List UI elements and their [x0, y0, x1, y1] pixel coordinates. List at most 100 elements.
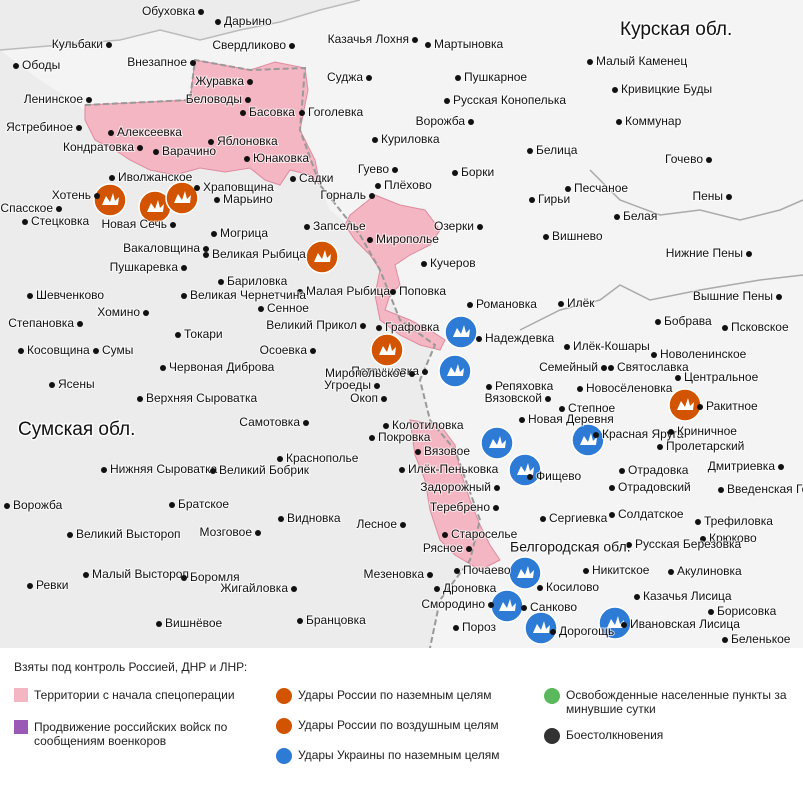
place-label: Новая Деревня [528, 412, 614, 426]
place-dot [412, 37, 418, 43]
place-dot [422, 369, 428, 375]
place-label: Жигайловка [220, 581, 288, 595]
place-dot [612, 87, 618, 93]
place-dot [108, 130, 114, 136]
place-dot [381, 396, 387, 402]
place-dot [376, 325, 382, 331]
place-label: Вязовое [424, 444, 470, 458]
place-dot [372, 137, 378, 143]
place-label: Ястребиное [6, 120, 73, 134]
place-label: Мартыновка [434, 37, 504, 51]
place-label: Плёхово [384, 178, 432, 192]
legend-swatch [14, 688, 28, 702]
place-label: Сенное [267, 301, 309, 315]
strike-icon [165, 181, 199, 215]
place-label: Вышние Пены [693, 289, 773, 303]
place-dot [467, 302, 473, 308]
place-dot [708, 609, 714, 615]
place-dot [415, 449, 421, 455]
place-dot [137, 396, 143, 402]
place-label: Косовщина [27, 343, 90, 357]
place-label: Центральное [684, 370, 759, 384]
place-dot [442, 532, 448, 538]
place-label: Борки [461, 165, 494, 179]
strike-burst [102, 193, 119, 205]
place-label: Гуево [358, 162, 389, 176]
border [0, 0, 361, 51]
place-dot [486, 384, 492, 390]
place-dot [621, 622, 627, 628]
place-label: Сергиевка [549, 511, 608, 525]
place-dot [776, 294, 782, 300]
place-label: Храповщина [203, 180, 274, 194]
place-label: Кучеров [430, 256, 476, 270]
place-label: Солдатское [618, 507, 684, 521]
place-label: Рясное [423, 541, 463, 555]
strike-burst [580, 433, 597, 445]
legend-title-text: Взяты под контроль Россией, ДНР и ЛНР: [14, 660, 248, 674]
place-dot [203, 246, 209, 252]
russia-area [0, 0, 803, 648]
strike-burst [489, 436, 506, 448]
place-label: Никитское [592, 563, 650, 577]
place-label: Криничное [677, 424, 737, 438]
places: Обуховка Дарьино Свердликово Кульбаки Внезап… [0, 3, 803, 647]
place-dot [577, 386, 583, 392]
place-label: Яблоновка [217, 134, 278, 148]
controlled-territory [84, 59, 321, 187]
place-label: Журавка [195, 74, 244, 88]
strike-icon [668, 388, 702, 422]
place-dot [529, 197, 535, 203]
place-dot [27, 583, 33, 589]
place-label: Косилово [546, 580, 599, 594]
place-dot [215, 19, 221, 25]
place-label: Борисовка [717, 604, 777, 618]
place-dot [519, 417, 525, 423]
place-label: Белая [623, 209, 657, 223]
place-label: Мезеновка [364, 567, 425, 581]
place-label: Внезапное [127, 55, 187, 69]
place-label: Великий Прикол [266, 318, 357, 332]
place-label: Стецковка [31, 214, 90, 228]
place-dot [494, 485, 500, 491]
place-dot [106, 42, 112, 48]
place-label: Верхняя Сыроватка [146, 391, 257, 405]
place-label: Червоная Диброва [169, 360, 275, 374]
place-dot [240, 110, 246, 116]
place-label: Ворожба [416, 114, 466, 128]
place-dot [452, 170, 458, 176]
place-label: Ворожба [13, 498, 63, 512]
region-label: Белгородская обл. [510, 539, 631, 555]
place-dot [27, 293, 33, 299]
strike-burst [517, 463, 534, 475]
place-dot [668, 429, 674, 435]
strike-icon [508, 556, 542, 590]
place-dot [160, 365, 166, 371]
place-dot [369, 193, 375, 199]
legend-text: Удары России по наземным целям [298, 688, 492, 702]
place-dot [360, 323, 366, 329]
place-label: Великий Выстороп [76, 527, 180, 541]
strike-icon [571, 423, 605, 457]
place-label: Видновка [287, 511, 341, 525]
place-dot [181, 265, 187, 271]
strike-icon [93, 183, 127, 217]
place-dot [277, 456, 283, 462]
oblast-border [519, 274, 803, 331]
place-dot [244, 156, 250, 162]
place-label: Кривицкие Буды [621, 82, 712, 96]
place-label: Ивановская Лисица [630, 617, 740, 631]
strike-burst [499, 599, 516, 611]
place-dot [366, 75, 372, 81]
place-label: Бариловка [227, 274, 288, 288]
place-label: Смородино [421, 597, 485, 611]
place-dot [466, 546, 472, 552]
place-dot [290, 176, 296, 182]
strike-icon [508, 453, 542, 487]
place-dot [390, 289, 396, 295]
place-dot [540, 516, 546, 522]
strike-icon [438, 354, 472, 388]
legend-swatch [276, 688, 292, 704]
place-dot [198, 9, 204, 15]
